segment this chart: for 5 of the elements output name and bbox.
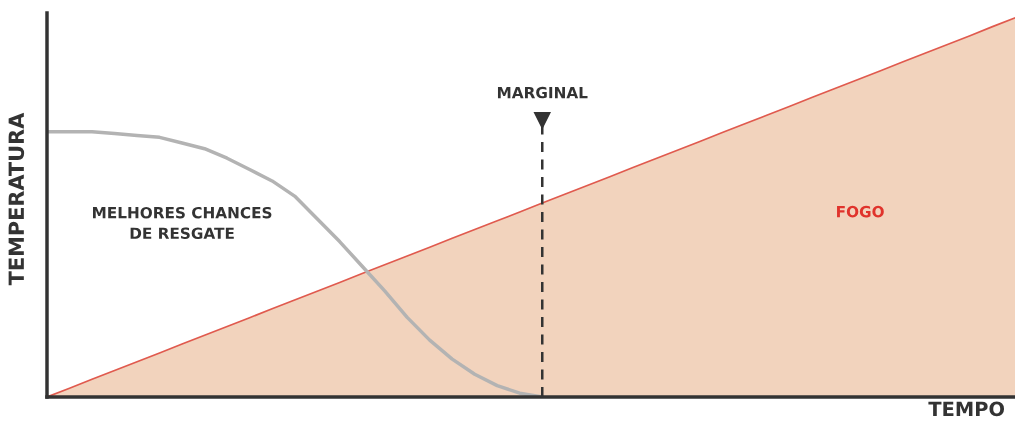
series-label: FOGO — [837, 205, 884, 218]
x-axis-title: TEMPO — [928, 401, 1005, 417]
series-label: MELHORES CHANCES DE RESGATE — [93, 206, 272, 240]
y-axis-title: TEMPERATURA — [8, 112, 25, 286]
annotation: MARGINAL — [497, 86, 588, 99]
